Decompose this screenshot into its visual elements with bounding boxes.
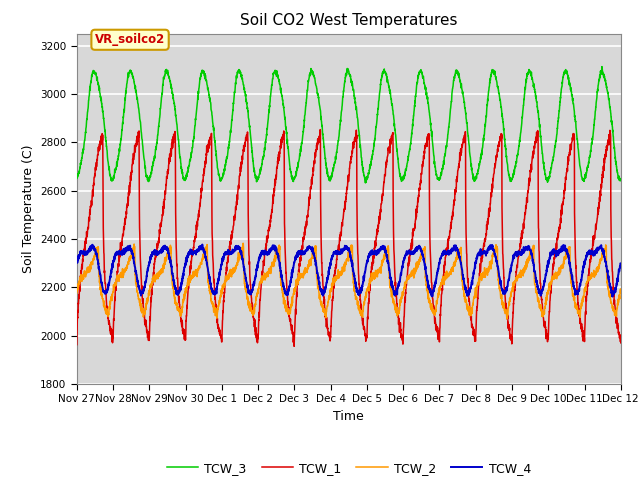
TCW_4 xyxy=(617,261,625,267)
Title: Soil CO2 West Temperatures: Soil CO2 West Temperatures xyxy=(240,13,458,28)
Y-axis label: Soil Temperature (C): Soil Temperature (C) xyxy=(22,144,35,273)
TCW_1 xyxy=(291,343,298,349)
TCW_1 xyxy=(305,202,313,208)
TCW_3 xyxy=(362,180,369,186)
TCW_3 xyxy=(73,175,81,181)
TCW_2 xyxy=(167,260,175,265)
TCW_2 xyxy=(504,316,511,322)
TCW_3 xyxy=(598,64,606,70)
TCW_4 xyxy=(548,250,556,256)
TCW_4 xyxy=(305,245,313,251)
TCW_1 xyxy=(607,131,614,137)
X-axis label: Time: Time xyxy=(333,410,364,423)
Line: TCW_3: TCW_3 xyxy=(77,67,621,183)
TCW_2 xyxy=(607,297,614,303)
TCW_2 xyxy=(135,296,143,302)
TCW_4 xyxy=(167,262,175,267)
TCW_4 xyxy=(135,283,143,289)
TCW_2 xyxy=(73,290,81,296)
TCW_3 xyxy=(282,121,289,127)
Line: TCW_2: TCW_2 xyxy=(77,243,621,319)
TCW_1 xyxy=(167,146,175,152)
TCW_1 xyxy=(617,340,625,346)
TCW_2 xyxy=(239,240,247,246)
Line: TCW_4: TCW_4 xyxy=(77,245,621,297)
TCW_1 xyxy=(135,134,143,140)
TCW_1 xyxy=(548,276,556,282)
TCW_4 xyxy=(198,242,206,248)
TCW_1 xyxy=(316,127,324,132)
TCW_2 xyxy=(282,301,289,307)
TCW_4 xyxy=(609,294,616,300)
TCW_3 xyxy=(617,176,625,181)
TCW_3 xyxy=(548,163,556,168)
TCW_2 xyxy=(305,259,313,264)
Text: VR_soilco2: VR_soilco2 xyxy=(95,33,165,46)
TCW_2 xyxy=(548,274,556,280)
Line: TCW_1: TCW_1 xyxy=(77,130,621,346)
TCW_3 xyxy=(305,75,313,81)
TCW_3 xyxy=(167,85,175,91)
TCW_2 xyxy=(617,287,625,292)
TCW_3 xyxy=(607,108,614,113)
TCW_4 xyxy=(282,290,289,296)
Legend: TCW_3, TCW_1, TCW_2, TCW_4: TCW_3, TCW_1, TCW_2, TCW_4 xyxy=(162,457,536,480)
TCW_1 xyxy=(73,342,81,348)
TCW_4 xyxy=(73,259,81,264)
TCW_1 xyxy=(282,255,289,261)
TCW_3 xyxy=(135,107,143,112)
TCW_4 xyxy=(607,284,614,289)
